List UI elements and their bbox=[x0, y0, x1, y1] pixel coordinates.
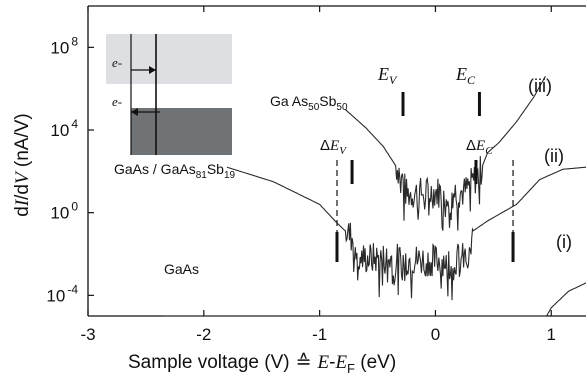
x-tick-label-1: -2 bbox=[196, 325, 211, 344]
ev-label: EV bbox=[377, 64, 398, 87]
series-line-0 bbox=[344, 76, 546, 231]
inset-caption: GaAs / GaAs81Sb19 bbox=[114, 161, 236, 181]
x-tick-label-2: -1 bbox=[312, 325, 327, 344]
arrow-head-left bbox=[131, 108, 138, 116]
y-tick-label-3: 10 -4 bbox=[46, 282, 78, 305]
series-label-ii: (ii) bbox=[544, 146, 564, 166]
series-layer bbox=[163, 76, 586, 317]
y-tick-label-2: 10 0 bbox=[50, 200, 78, 223]
series-label-iii: (iii) bbox=[528, 76, 552, 96]
electron-label-top: e- bbox=[112, 55, 122, 70]
marker-layer bbox=[335, 92, 515, 262]
band-diagram-inset: e- e- GaAs / GaAs81Sb19 bbox=[106, 34, 236, 181]
y-tick-label-1: 10 4 bbox=[50, 117, 78, 140]
series-line-2 bbox=[163, 282, 586, 317]
lower-band-dark bbox=[131, 108, 232, 155]
ec-label: EC bbox=[455, 64, 476, 87]
x-axis-label: Sample voltage (V) ≙ E-EF (eV) bbox=[128, 352, 396, 376]
gaassb-label: Ga As50Sb50 bbox=[270, 93, 348, 113]
delta-ev-label: ΔEV bbox=[320, 137, 347, 157]
delta-ec-label: ΔEC bbox=[466, 137, 493, 157]
x-tick-label-4: 1 bbox=[547, 325, 556, 344]
upper-band-gap bbox=[106, 34, 131, 65]
series-label-i: (i) bbox=[556, 232, 572, 252]
upper-band-gap-2 bbox=[131, 34, 155, 65]
x-tick-label-0: -3 bbox=[80, 325, 95, 344]
upper-band-light bbox=[155, 34, 232, 80]
y-axis-label: dI/dV (nA/V) bbox=[12, 113, 33, 217]
x-tick-label-3: 0 bbox=[431, 325, 440, 344]
series-line-1 bbox=[226, 166, 586, 301]
electron-label-bottom: e- bbox=[112, 94, 122, 109]
y-tick-label-0: 10 8 bbox=[50, 34, 78, 57]
gaas-label: GaAs bbox=[164, 261, 199, 277]
arrow-head-right bbox=[149, 66, 156, 74]
